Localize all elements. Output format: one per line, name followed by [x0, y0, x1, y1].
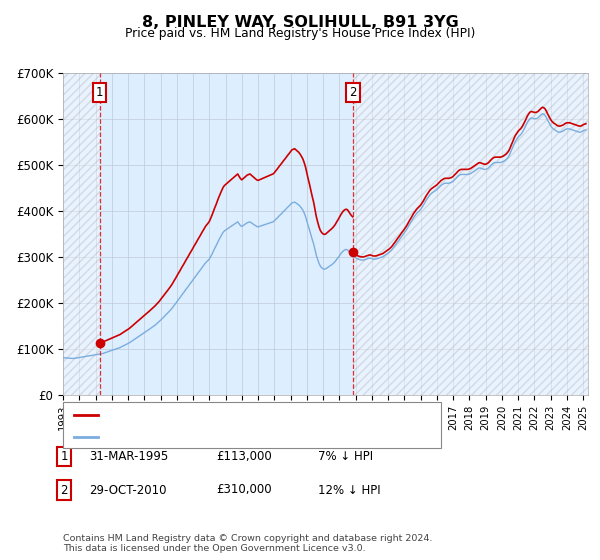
Text: 1: 1: [96, 86, 103, 99]
Text: 7% ↓ HPI: 7% ↓ HPI: [318, 450, 373, 463]
Text: 31-MAR-1995: 31-MAR-1995: [89, 450, 168, 463]
Text: 8, PINLEY WAY, SOLIHULL, B91 3YG: 8, PINLEY WAY, SOLIHULL, B91 3YG: [142, 15, 458, 30]
Text: 2: 2: [349, 86, 356, 99]
Bar: [353, 73, 588, 395]
Text: Contains HM Land Registry data © Crown copyright and database right 2024.
This d: Contains HM Land Registry data © Crown c…: [63, 534, 433, 553]
Text: 29-OCT-2010: 29-OCT-2010: [89, 483, 166, 497]
Text: £113,000: £113,000: [216, 450, 272, 463]
Text: 8, PINLEY WAY, SOLIHULL, B91 3YG (detached house): 8, PINLEY WAY, SOLIHULL, B91 3YG (detach…: [102, 410, 394, 420]
Text: 2: 2: [61, 483, 68, 497]
Text: 1: 1: [61, 450, 68, 463]
Text: £310,000: £310,000: [216, 483, 272, 497]
Bar: [63, 73, 100, 395]
Text: HPI: Average price, detached house, Solihull: HPI: Average price, detached house, Soli…: [102, 432, 344, 441]
Text: 12% ↓ HPI: 12% ↓ HPI: [318, 483, 380, 497]
Text: Price paid vs. HM Land Registry's House Price Index (HPI): Price paid vs. HM Land Registry's House …: [125, 27, 475, 40]
